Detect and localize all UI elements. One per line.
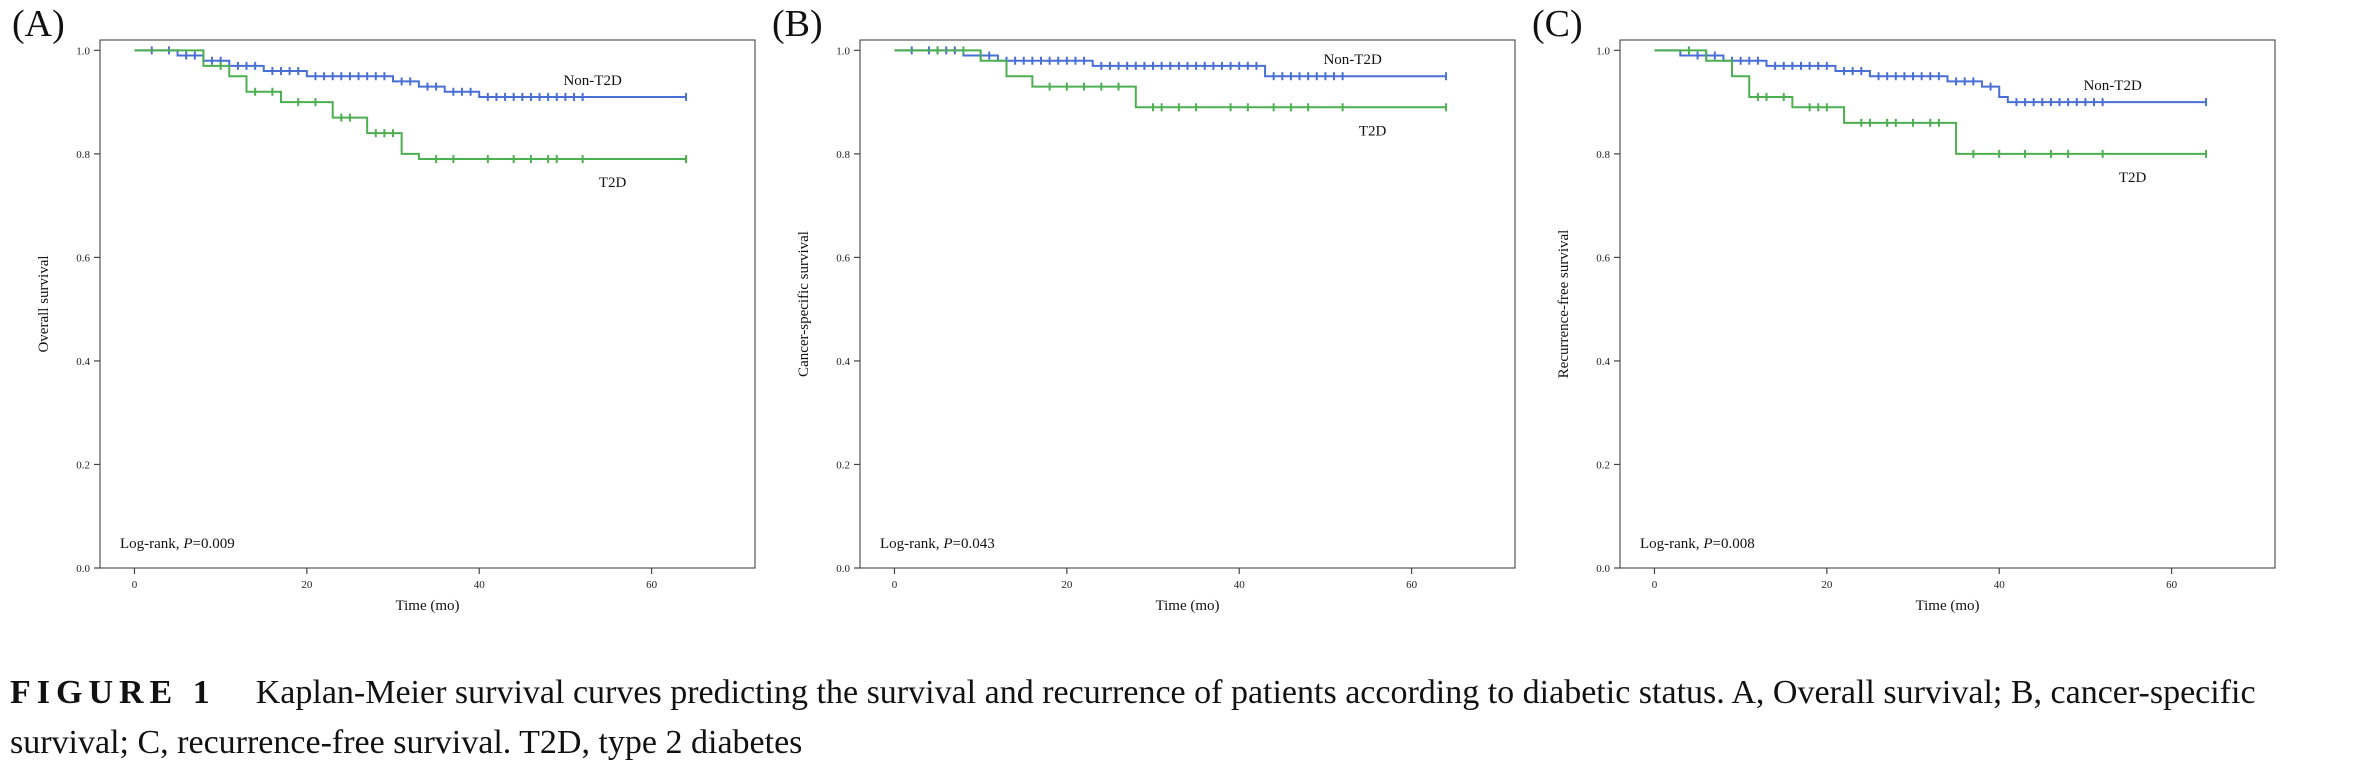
plot-frame [1619, 39, 2276, 569]
y-axis-label: Overall survival [36, 255, 52, 352]
panel-b: (B) 0.0 0.2 0.4 0.6 0.8 1.0 0 20 40 60 Time (mo) Ca… [760, 0, 1520, 640]
panel-letter: (C) [1532, 3, 1583, 45]
plot-frame [859, 39, 1516, 569]
series-label-non-t2d: Non-T2D [1323, 52, 1381, 68]
x-tick-label: 40 [474, 579, 486, 591]
x-tick-label: 60 [2166, 579, 2178, 591]
series-label-t2d: T2D [1359, 123, 1387, 139]
y-tick-label: 1.0 [836, 45, 850, 57]
y-tick-label: 0.0 [76, 563, 90, 575]
x-axis-label: Time (mo) [395, 598, 459, 614]
y-tick-label: 0.2 [76, 459, 90, 471]
survival-curve-t2d [894, 49, 1447, 109]
x-tick-label: 60 [646, 579, 658, 591]
logrank-annotation: Log-rank, P=0.008 [1640, 536, 1755, 552]
y-tick-label: 0.8 [76, 149, 90, 161]
survival-curve-t2d [134, 49, 687, 161]
x-axis-label: Time (mo) [1915, 598, 1979, 614]
figure-label: FIGURE 1 [10, 674, 216, 711]
chart-overall-survival: 0.0 0.2 0.4 0.6 0.8 1.0 0 20 40 60 Time (mo) Overal… [36, 39, 756, 614]
logrank-annotation: Log-rank, P=0.043 [880, 536, 995, 552]
x-tick-label: 20 [301, 579, 313, 591]
y-tick-label: 1.0 [76, 45, 90, 57]
y-tick-label: 0.0 [836, 563, 850, 575]
y-tick-label: 0.6 [1596, 252, 1610, 264]
figure-caption: FIGURE 1 Kaplan-Meier survival curves pre… [10, 668, 2340, 768]
y-axis-label: Recurrence-free survival [1556, 230, 1572, 379]
y-tick-label: 0.4 [76, 356, 90, 368]
y-tick-label: 0.8 [836, 149, 850, 161]
x-tick-label: 20 [1821, 579, 1833, 591]
y-tick-label: 0.2 [836, 459, 850, 471]
survival-curve-t2d [1654, 49, 2207, 155]
y-tick-label: 0.6 [836, 252, 850, 264]
panel-c: (C) 0.0 0.2 0.4 0.6 0.8 1.0 0 20 40 60 Time (mo) Re… [1520, 0, 2280, 640]
x-tick-label: 20 [1061, 579, 1073, 591]
series-label-non-t2d: Non-T2D [2083, 78, 2141, 94]
y-tick-label: 0.4 [836, 356, 850, 368]
x-axis-label: Time (mo) [1155, 598, 1219, 614]
panel-letter: (A) [12, 3, 65, 45]
series-label-non-t2d: Non-T2D [563, 73, 621, 89]
survival-curve-non-t2d [1654, 49, 2207, 104]
x-tick-label: 0 [1652, 579, 1658, 591]
panel-letter: (B) [772, 3, 823, 45]
chart-cancer-specific-survival: 0.0 0.2 0.4 0.6 0.8 1.0 0 20 40 60 Time (mo) Cancer… [796, 39, 1516, 614]
plot-frame [99, 39, 756, 569]
series-label-t2d: T2D [2119, 170, 2147, 186]
y-tick-label: 0.8 [1596, 149, 1610, 161]
x-tick-label: 0 [892, 579, 898, 591]
x-tick-label: 40 [1234, 579, 1246, 591]
y-tick-label: 0.0 [1596, 563, 1610, 575]
logrank-annotation: Log-rank, P=0.009 [120, 536, 235, 552]
caption-text: Kaplan-Meier survival curves predicting … [10, 674, 2256, 761]
panel-a: (A) 0.0 0.2 0.4 0.6 0.8 1.0 0 20 40 60 Time (mo) Ov… [0, 0, 760, 640]
y-tick-label: 0.6 [76, 252, 90, 264]
y-tick-label: 0.4 [1596, 356, 1610, 368]
x-tick-label: 0 [132, 579, 138, 591]
x-tick-label: 40 [1994, 579, 2006, 591]
x-tick-label: 60 [1406, 579, 1418, 591]
y-axis-label: Cancer-specific survival [796, 231, 812, 377]
series-label-t2d: T2D [599, 175, 627, 191]
chart-recurrence-free-survival: 0.0 0.2 0.4 0.6 0.8 1.0 0 20 40 60 Time (mo) Recurr… [1556, 39, 2276, 614]
y-tick-label: 1.0 [1596, 45, 1610, 57]
y-tick-label: 0.2 [1596, 459, 1610, 471]
